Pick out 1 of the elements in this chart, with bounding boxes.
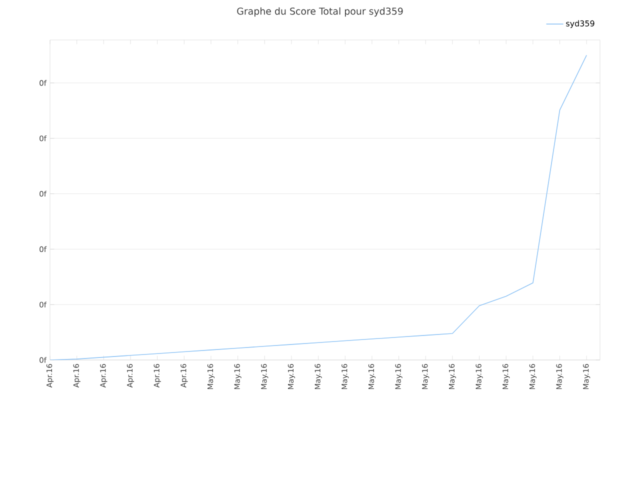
chart-title: Graphe du Score Total pour syd359 xyxy=(237,7,403,17)
